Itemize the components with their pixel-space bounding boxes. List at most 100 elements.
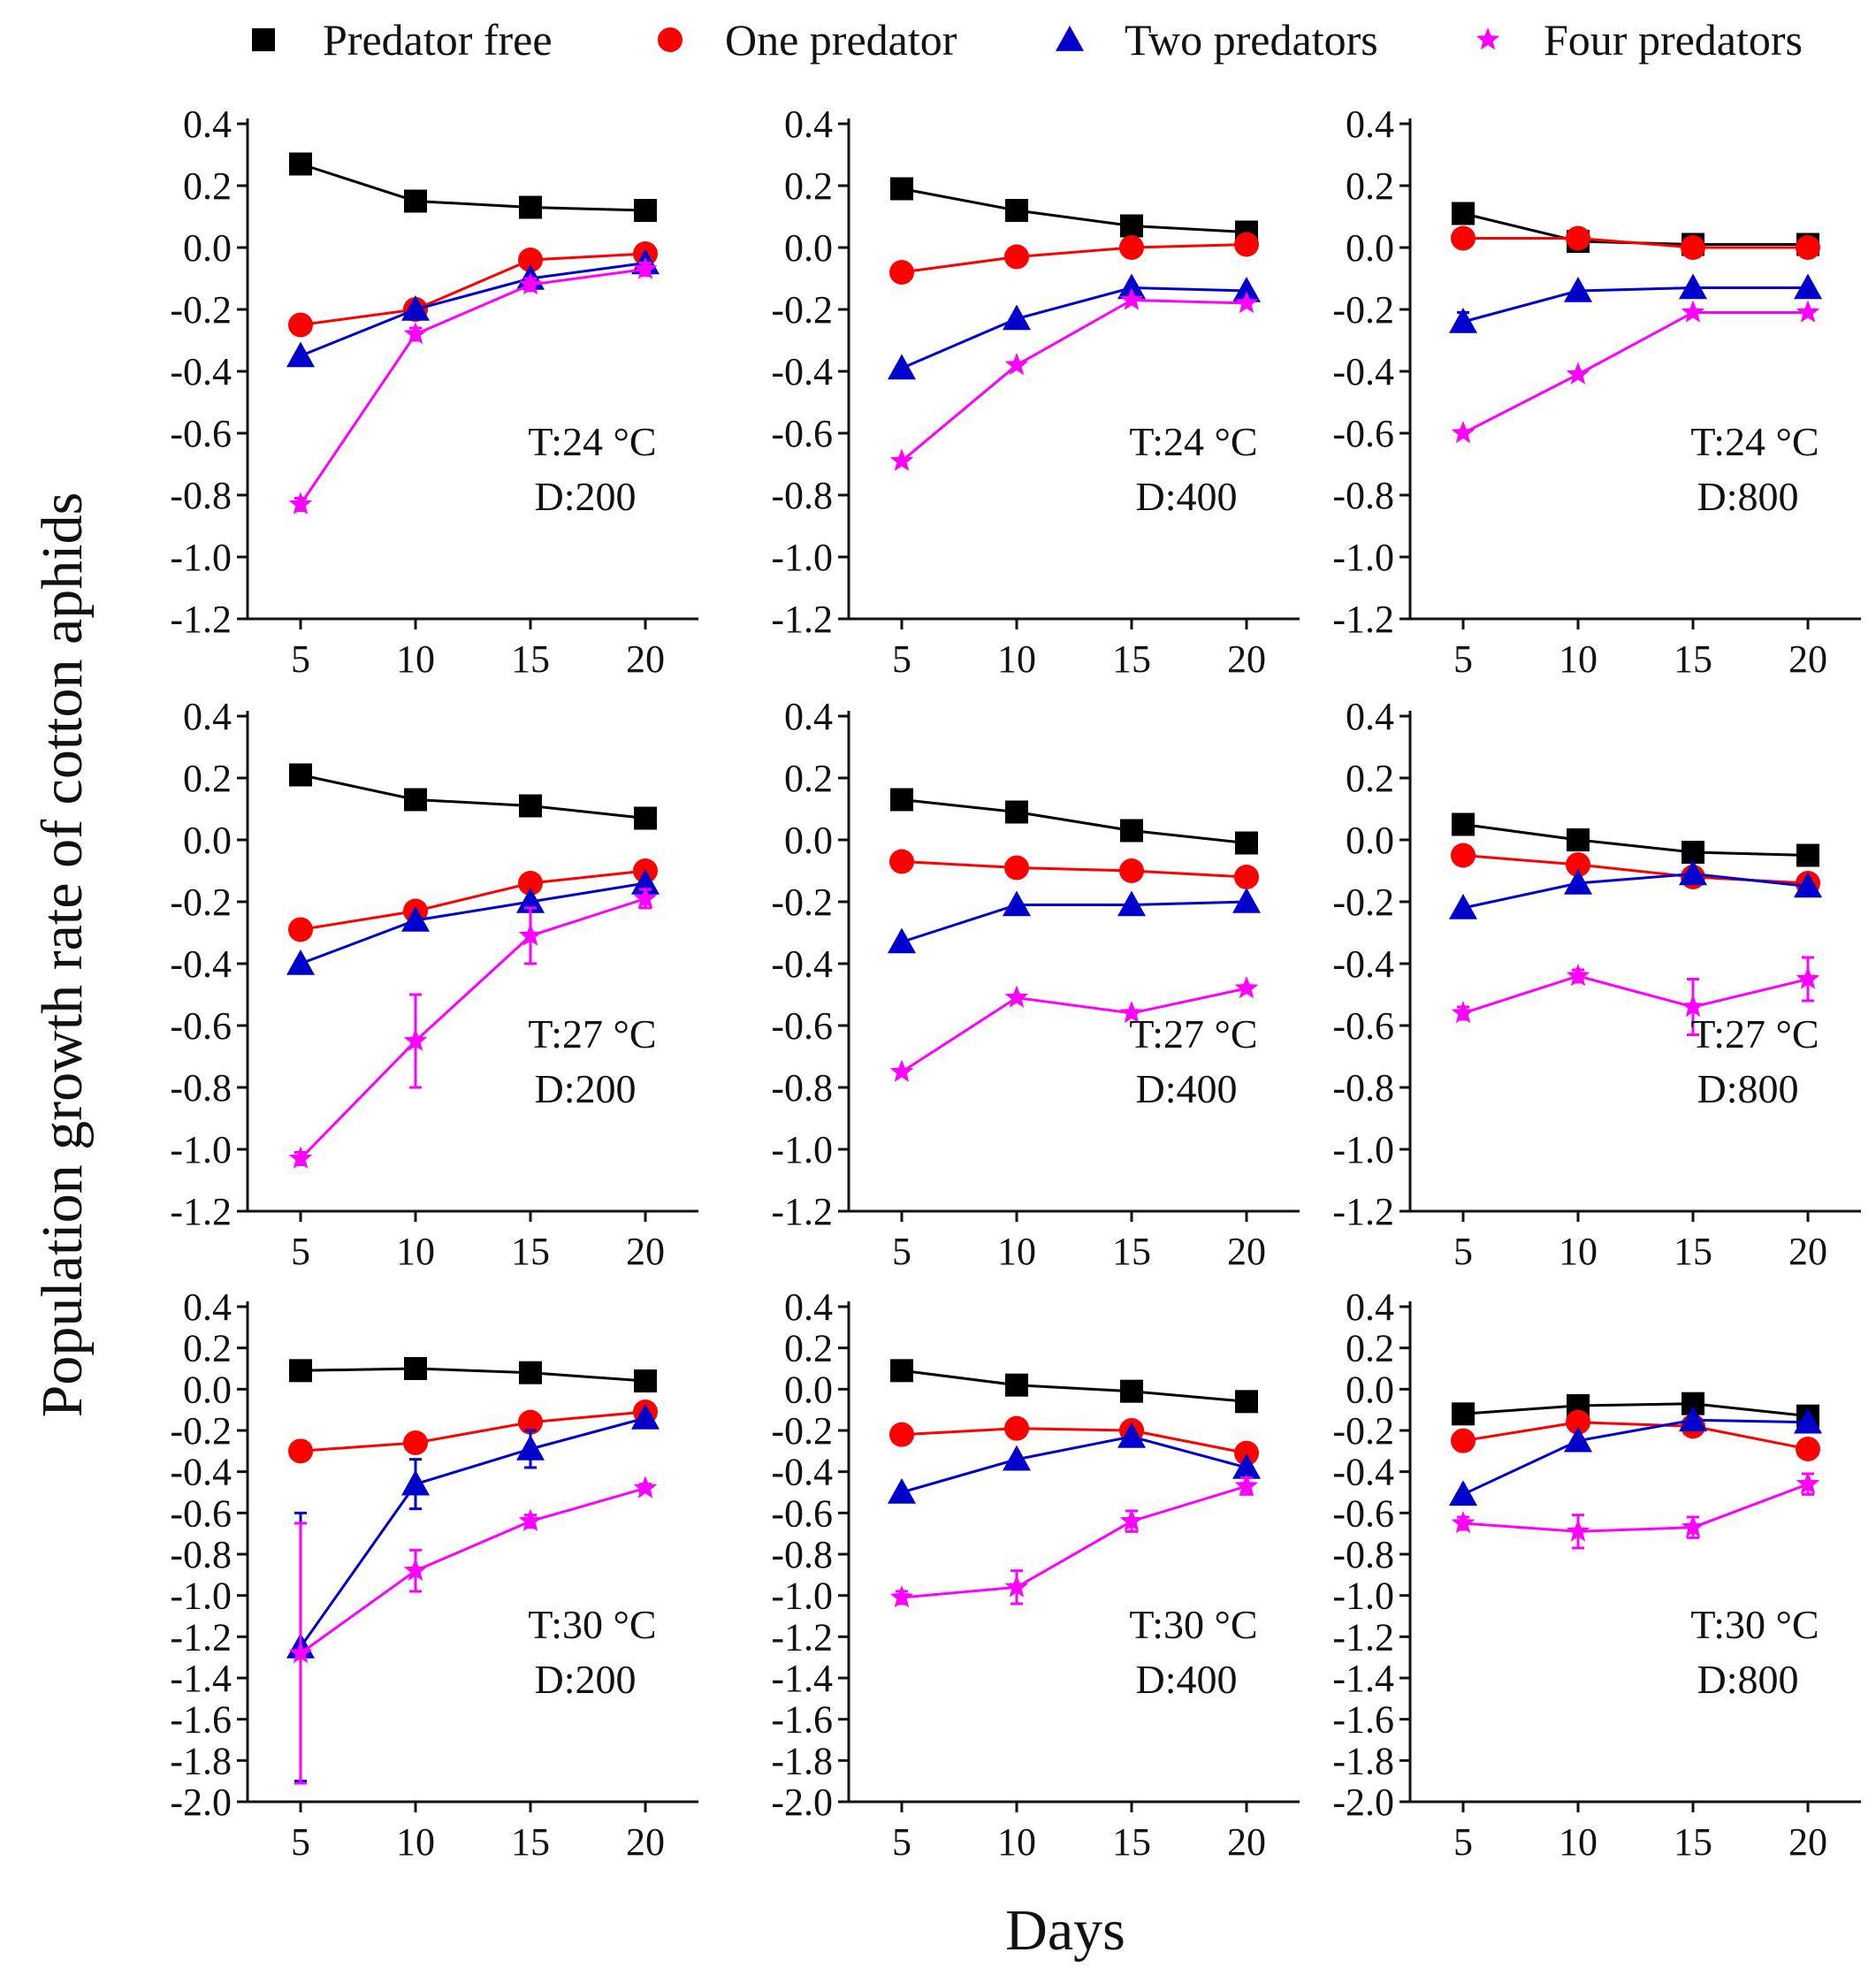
y-tick-label: 0.0 (784, 1368, 833, 1411)
data-point-one-predator (288, 1438, 313, 1464)
panel-2: 0.4 0.2 0.0 -0.2 -0.4 -0.6 -0.8 -1.0 -1.2 5 10 15 20… (771, 103, 1300, 681)
series-line-predator-free (300, 163, 646, 212)
data-point-four-predators (1234, 976, 1259, 999)
data-point-one-predator (1796, 1437, 1820, 1461)
y-tick-label: 0.4 (784, 1285, 833, 1329)
y-tick-label: -0.4 (170, 350, 232, 393)
y-tick-label: 0.2 (784, 757, 833, 800)
x-tick-label: 5 (892, 1820, 911, 1864)
y-tick-label: -1.6 (771, 1698, 833, 1742)
legend-item-predator-free: Predator free (252, 15, 553, 65)
series-predator-free (289, 1357, 657, 1392)
x-tick-label: 5 (1453, 637, 1473, 681)
series-four-predators (1451, 1471, 1820, 1550)
series-two-predators (286, 869, 660, 975)
y-tick-label: -0.2 (771, 288, 833, 332)
series-line-four-predators (901, 298, 1247, 462)
y-tick-label: -0.4 (170, 1451, 232, 1494)
legend-label-predator-free: Predator free (323, 15, 553, 65)
series-line-one-predator (1463, 237, 1808, 249)
series-line-four-predators (299, 268, 646, 506)
data-point-one-predator (1119, 235, 1144, 260)
data-point-predator-free (1452, 1402, 1475, 1426)
y-tick-label: -0.8 (170, 1533, 232, 1576)
y-tick-label: 0.2 (1346, 164, 1394, 208)
data-point-four-predators (1004, 1575, 1029, 1598)
data-point-predator-free (519, 195, 542, 219)
data-point-four-predators (288, 1146, 313, 1169)
series-four-predators (288, 886, 658, 1169)
panel-density-label: D:800 (1697, 1066, 1799, 1111)
series-line-two-predators (1462, 872, 1809, 910)
y-tick-label: -1.2 (771, 1190, 833, 1233)
data-point-four-predators (633, 1476, 658, 1499)
y-tick-label: -2.0 (1332, 1781, 1394, 1824)
x-tick-label: 10 (997, 1820, 1036, 1864)
data-point-four-predators (1451, 1001, 1476, 1024)
x-tick-label: 5 (892, 637, 911, 681)
series-line-predator-free (1462, 1402, 1809, 1418)
y-tick-label: -1.6 (170, 1698, 232, 1742)
panel-temperature-label: T:27 °C (528, 1011, 656, 1056)
panel-3: 0.4 0.2 0.0 -0.2 -0.4 -0.6 -0.8 -1.0 -1.2 5 10 15 20… (1332, 103, 1861, 681)
y-tick-label: -0.4 (1332, 1451, 1394, 1494)
panel-temperature-label: T:24 °C (1129, 419, 1257, 464)
data-point-predator-free (289, 152, 312, 176)
y-tick-label: -0.8 (170, 1066, 232, 1110)
data-point-four-predators (1119, 1508, 1144, 1531)
data-point-one-predator (1681, 235, 1705, 260)
panel-1: 0.4 0.2 0.0 -0.2 -0.4 -0.6 -0.8 -1.0 -1.2 5 10 15 20… (170, 103, 698, 681)
panel-density-label: D:200 (535, 474, 637, 519)
data-point-two-predators (1679, 859, 1707, 886)
panel-density-label: D:200 (535, 1657, 637, 1702)
y-tick-label: -0.2 (1332, 1409, 1394, 1453)
legend-label-four-predators: Four predators (1544, 15, 1803, 65)
data-point-one-predator (1566, 1409, 1590, 1435)
y-tick-label: 0.0 (1346, 226, 1394, 270)
data-point-four-predators (633, 256, 658, 279)
y-tick-label: 0.2 (784, 164, 833, 208)
data-point-predator-free (1005, 1373, 1028, 1397)
data-point-predator-free (1452, 202, 1475, 225)
series-line-predator-free (901, 187, 1247, 233)
x-tick-label: 10 (997, 637, 1036, 681)
y-tick-label: 0.4 (1346, 103, 1394, 146)
data-point-four-predators (1681, 300, 1705, 323)
panels: 0.40.20.0-0.2-0.4-0.6-0.8-1.0-1.25 10 15 20… (170, 103, 1861, 1864)
y-tick-label: -0.8 (771, 1533, 833, 1576)
data-point-two-predators (1564, 1426, 1592, 1453)
y-tick-label: 0.4 (183, 103, 232, 146)
panel-density-label: D:400 (1136, 1066, 1238, 1111)
series-line-four-predators (901, 987, 1247, 1073)
y-tick-label: -1.8 (170, 1739, 232, 1782)
series-four-predators (288, 1476, 658, 1785)
series-line-one-predator (300, 869, 646, 931)
data-point-one-predator (1234, 865, 1259, 889)
y-tick-label: -1.0 (771, 536, 833, 579)
y-tick-label: -1.2 (1332, 598, 1394, 641)
data-point-four-predators (1566, 1519, 1590, 1542)
series-predator-free (289, 152, 657, 222)
data-point-two-predators (1564, 277, 1592, 302)
series-line-two-predators (901, 900, 1247, 943)
y-tick-label: -1.0 (1332, 536, 1394, 579)
series-one-predator (288, 858, 658, 942)
legend-marker-predator-free (252, 28, 275, 51)
series-one-predator (288, 1400, 658, 1464)
panel-density-label: D:400 (1136, 474, 1238, 519)
series-four-predators (1451, 300, 1820, 444)
series-four-predators (1451, 956, 1820, 1036)
y-tick-label: -1.0 (771, 1128, 833, 1171)
x-tick-label: 5 (1453, 1230, 1473, 1273)
data-point-predator-free (519, 1361, 542, 1384)
x-tick-label: 5 (291, 1820, 310, 1864)
data-point-two-predators (401, 1469, 430, 1496)
series-two-predators (1449, 1406, 1822, 1506)
data-point-predator-free (289, 1359, 312, 1383)
data-point-four-predators (889, 1059, 914, 1082)
data-point-four-predators (403, 322, 428, 345)
y-tick-label: -0.4 (1332, 350, 1394, 393)
series-two-predators (888, 273, 1261, 380)
y-tick-label: -1.6 (1332, 1698, 1394, 1742)
data-point-predator-free (890, 1359, 913, 1383)
